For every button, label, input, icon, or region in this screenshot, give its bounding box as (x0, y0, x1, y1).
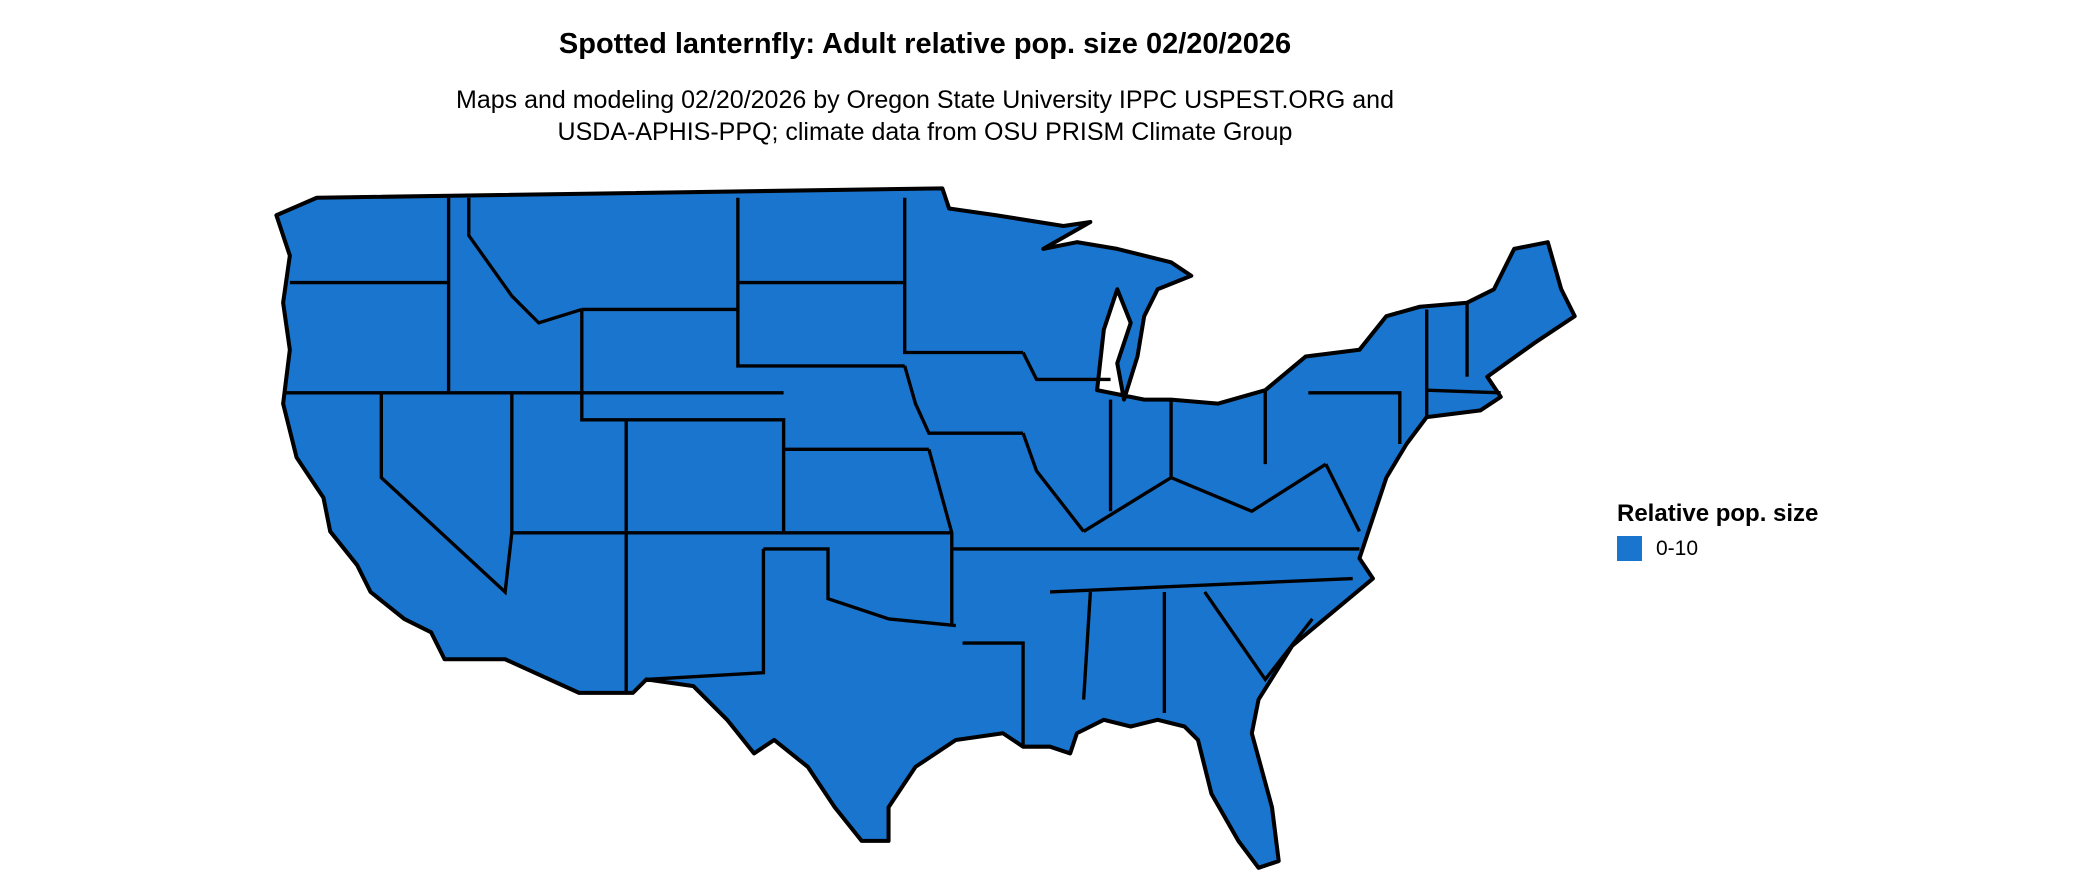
us-outline (274, 186, 1577, 870)
legend-label: 0-10 (1656, 536, 1699, 560)
subtitle-line: Maps and modeling 02/20/2026 by Oregon S… (456, 86, 1394, 114)
legend-swatch (1617, 536, 1642, 561)
subtitle-line: USDA-APHIS-PPQ; climate data from OSU PR… (557, 118, 1293, 146)
legend-item: 0-10 (1617, 536, 1818, 561)
map-subtitle: Maps and modeling 02/20/2026 by Oregon S… (0, 84, 1850, 148)
state-borders (283, 197, 1501, 747)
legend-title: Relative pop. size (1617, 500, 1819, 527)
map-title: Spotted lanternfly: Adult relative pop. … (558, 28, 1292, 60)
legend: Relative pop. size 0-10 (1617, 500, 1818, 561)
